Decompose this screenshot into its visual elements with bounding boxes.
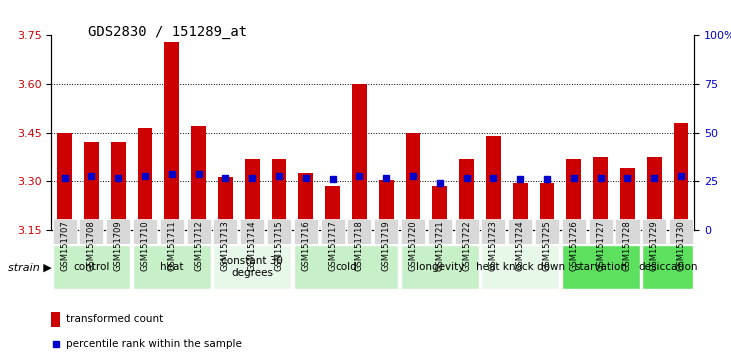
Text: GSM151716: GSM151716 (301, 221, 310, 272)
Bar (352, 84, 367, 230)
FancyBboxPatch shape (508, 219, 532, 244)
Text: GSM151711: GSM151711 (167, 221, 176, 272)
Text: GSM151715: GSM151715 (275, 221, 284, 272)
FancyBboxPatch shape (455, 219, 479, 244)
Bar (620, 169, 635, 230)
Text: percentile rank within the sample: percentile rank within the sample (66, 339, 242, 349)
Text: GSM151720: GSM151720 (409, 221, 417, 272)
Text: GSM151712: GSM151712 (194, 221, 203, 272)
Bar (539, 183, 554, 230)
Bar (272, 159, 287, 230)
Text: GSM151717: GSM151717 (328, 221, 337, 272)
Text: GSM151710: GSM151710 (140, 221, 149, 272)
Text: starvation: starvation (574, 262, 627, 272)
FancyBboxPatch shape (294, 245, 398, 289)
Bar (459, 159, 474, 230)
FancyBboxPatch shape (186, 219, 211, 244)
Text: GSM151722: GSM151722 (462, 221, 471, 272)
FancyBboxPatch shape (401, 245, 479, 289)
Bar (84, 142, 99, 230)
Text: GSM151724: GSM151724 (516, 221, 525, 272)
Text: GSM151726: GSM151726 (569, 221, 578, 272)
Text: heat knock down: heat knock down (476, 262, 565, 272)
Text: longevity: longevity (416, 262, 464, 272)
Bar (245, 159, 260, 230)
FancyBboxPatch shape (267, 219, 291, 244)
FancyBboxPatch shape (159, 219, 184, 244)
FancyBboxPatch shape (642, 219, 667, 244)
Text: GSM151723: GSM151723 (489, 221, 498, 272)
Text: GSM151725: GSM151725 (542, 221, 551, 272)
FancyBboxPatch shape (213, 245, 291, 289)
Bar (57, 133, 72, 230)
FancyBboxPatch shape (374, 219, 398, 244)
FancyBboxPatch shape (561, 219, 586, 244)
Bar (137, 128, 152, 230)
FancyBboxPatch shape (106, 219, 130, 244)
Text: strain ▶: strain ▶ (7, 262, 51, 272)
Text: GSM151708: GSM151708 (87, 221, 96, 272)
FancyBboxPatch shape (642, 245, 693, 289)
FancyBboxPatch shape (240, 219, 265, 244)
Bar (379, 180, 393, 230)
Bar (406, 133, 420, 230)
FancyBboxPatch shape (561, 245, 640, 289)
Text: GSM151713: GSM151713 (221, 221, 230, 272)
FancyBboxPatch shape (133, 219, 157, 244)
Text: GSM151730: GSM151730 (677, 221, 686, 272)
Text: GSM151728: GSM151728 (623, 221, 632, 272)
FancyBboxPatch shape (535, 219, 559, 244)
Text: desiccation: desiccation (638, 262, 697, 272)
Bar (486, 136, 501, 230)
FancyBboxPatch shape (481, 245, 559, 289)
FancyBboxPatch shape (481, 219, 505, 244)
FancyBboxPatch shape (79, 219, 104, 244)
Bar (111, 142, 126, 230)
Bar (218, 177, 232, 230)
FancyBboxPatch shape (428, 219, 452, 244)
Text: GSM151709: GSM151709 (114, 221, 123, 272)
Bar (513, 183, 528, 230)
Text: GSM151718: GSM151718 (355, 221, 364, 272)
Bar (433, 186, 447, 230)
Text: GSM151727: GSM151727 (596, 221, 605, 272)
FancyBboxPatch shape (53, 245, 130, 289)
FancyBboxPatch shape (294, 219, 318, 244)
FancyBboxPatch shape (347, 219, 371, 244)
Text: GSM151707: GSM151707 (60, 221, 69, 272)
Text: transformed count: transformed count (66, 314, 163, 324)
Bar (594, 157, 608, 230)
Bar (51, 312, 60, 327)
FancyBboxPatch shape (588, 219, 613, 244)
Text: constant 30
degrees: constant 30 degrees (221, 256, 283, 278)
Bar (192, 126, 206, 230)
Bar (567, 159, 581, 230)
FancyBboxPatch shape (133, 245, 211, 289)
FancyBboxPatch shape (669, 219, 693, 244)
Text: GSM151714: GSM151714 (248, 221, 257, 272)
FancyBboxPatch shape (401, 219, 425, 244)
Bar (164, 42, 179, 230)
FancyBboxPatch shape (213, 219, 238, 244)
FancyBboxPatch shape (320, 219, 345, 244)
Text: heat: heat (160, 262, 183, 272)
Bar (674, 123, 689, 230)
Text: GSM151719: GSM151719 (382, 221, 390, 272)
Bar (647, 157, 662, 230)
Bar (298, 173, 313, 230)
Text: cold: cold (335, 262, 357, 272)
FancyBboxPatch shape (53, 219, 77, 244)
Text: GSM151721: GSM151721 (436, 221, 444, 272)
FancyBboxPatch shape (616, 219, 640, 244)
Text: GDS2830 / 151289_at: GDS2830 / 151289_at (88, 25, 247, 39)
Text: GSM151729: GSM151729 (650, 221, 659, 272)
Bar (325, 186, 340, 230)
Text: control: control (73, 262, 110, 272)
